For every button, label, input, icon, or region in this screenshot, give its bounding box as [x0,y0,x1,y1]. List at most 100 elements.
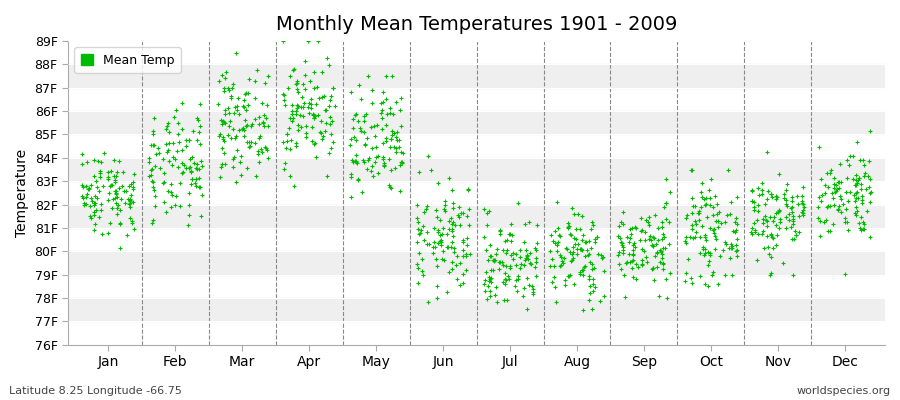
Point [221,84,236,91]
Point [582,297,597,304]
Point [376,156,391,162]
Point [654,249,669,256]
Point [544,256,559,262]
Point [791,201,806,207]
Point [549,248,563,254]
Point [191,117,205,123]
Point [88,192,103,199]
Point [456,280,471,286]
Point [217,150,231,156]
Point [110,194,124,201]
Point [583,258,598,265]
Point [492,231,507,238]
Point [679,240,693,246]
Point [770,208,785,215]
Point [291,103,305,110]
Point [504,221,518,227]
Point [562,249,577,255]
Point [577,264,591,270]
Point [252,121,266,128]
Point [796,210,811,216]
Point [349,111,364,118]
Point [382,110,397,116]
Point [151,144,166,151]
Point [585,219,599,225]
Point [646,243,661,249]
Point [760,233,775,240]
Point [220,105,235,111]
Point [835,201,850,208]
Point [122,204,137,210]
Point [786,204,800,210]
Point [190,166,204,172]
Point [448,262,463,268]
Point [229,179,243,185]
Point [833,179,848,186]
Point [745,187,760,193]
Point [193,184,207,190]
Point [703,251,717,258]
Point [284,108,299,114]
Point [488,292,502,298]
Point [724,243,739,249]
Point [838,271,852,277]
Point [706,269,720,275]
Point [704,176,718,182]
Point [450,252,464,259]
Point [563,231,578,238]
Point [849,212,863,218]
Point [437,208,452,214]
Point [217,138,231,144]
Point [380,111,394,117]
Point [194,163,209,169]
Point [161,146,176,153]
Point [763,271,778,278]
Point [483,292,498,299]
Point [239,122,254,129]
Point [231,95,246,101]
Point [445,239,459,246]
Point [548,240,562,246]
Point [366,173,381,180]
Point [231,111,246,117]
Point [583,290,598,296]
Point [428,256,443,262]
Point [832,179,847,186]
Point [112,185,126,192]
Point [629,276,643,282]
Point [707,233,722,240]
Point [79,158,94,165]
Point [820,170,834,177]
Point [160,122,175,129]
Point [218,111,232,118]
Point [730,220,744,227]
Point [390,137,404,143]
Point [89,194,104,201]
Point [527,245,542,251]
Point [850,180,864,186]
Point [848,210,862,216]
Point [849,204,863,210]
Point [318,107,332,113]
Point [277,166,292,172]
Point [217,119,231,125]
Point [288,110,302,117]
Point [786,216,800,222]
Point [489,250,503,257]
Point [747,220,761,226]
Point [855,196,869,203]
Point [756,220,770,226]
Point [777,194,791,201]
Point [623,234,637,241]
Point [376,140,391,146]
Point [485,257,500,263]
Point [717,219,732,225]
Point [146,131,160,137]
Point [546,263,561,269]
Point [728,248,742,254]
Point [587,264,601,271]
Point [249,173,264,179]
Point [306,85,320,91]
Point [82,184,96,191]
Point [518,254,533,261]
